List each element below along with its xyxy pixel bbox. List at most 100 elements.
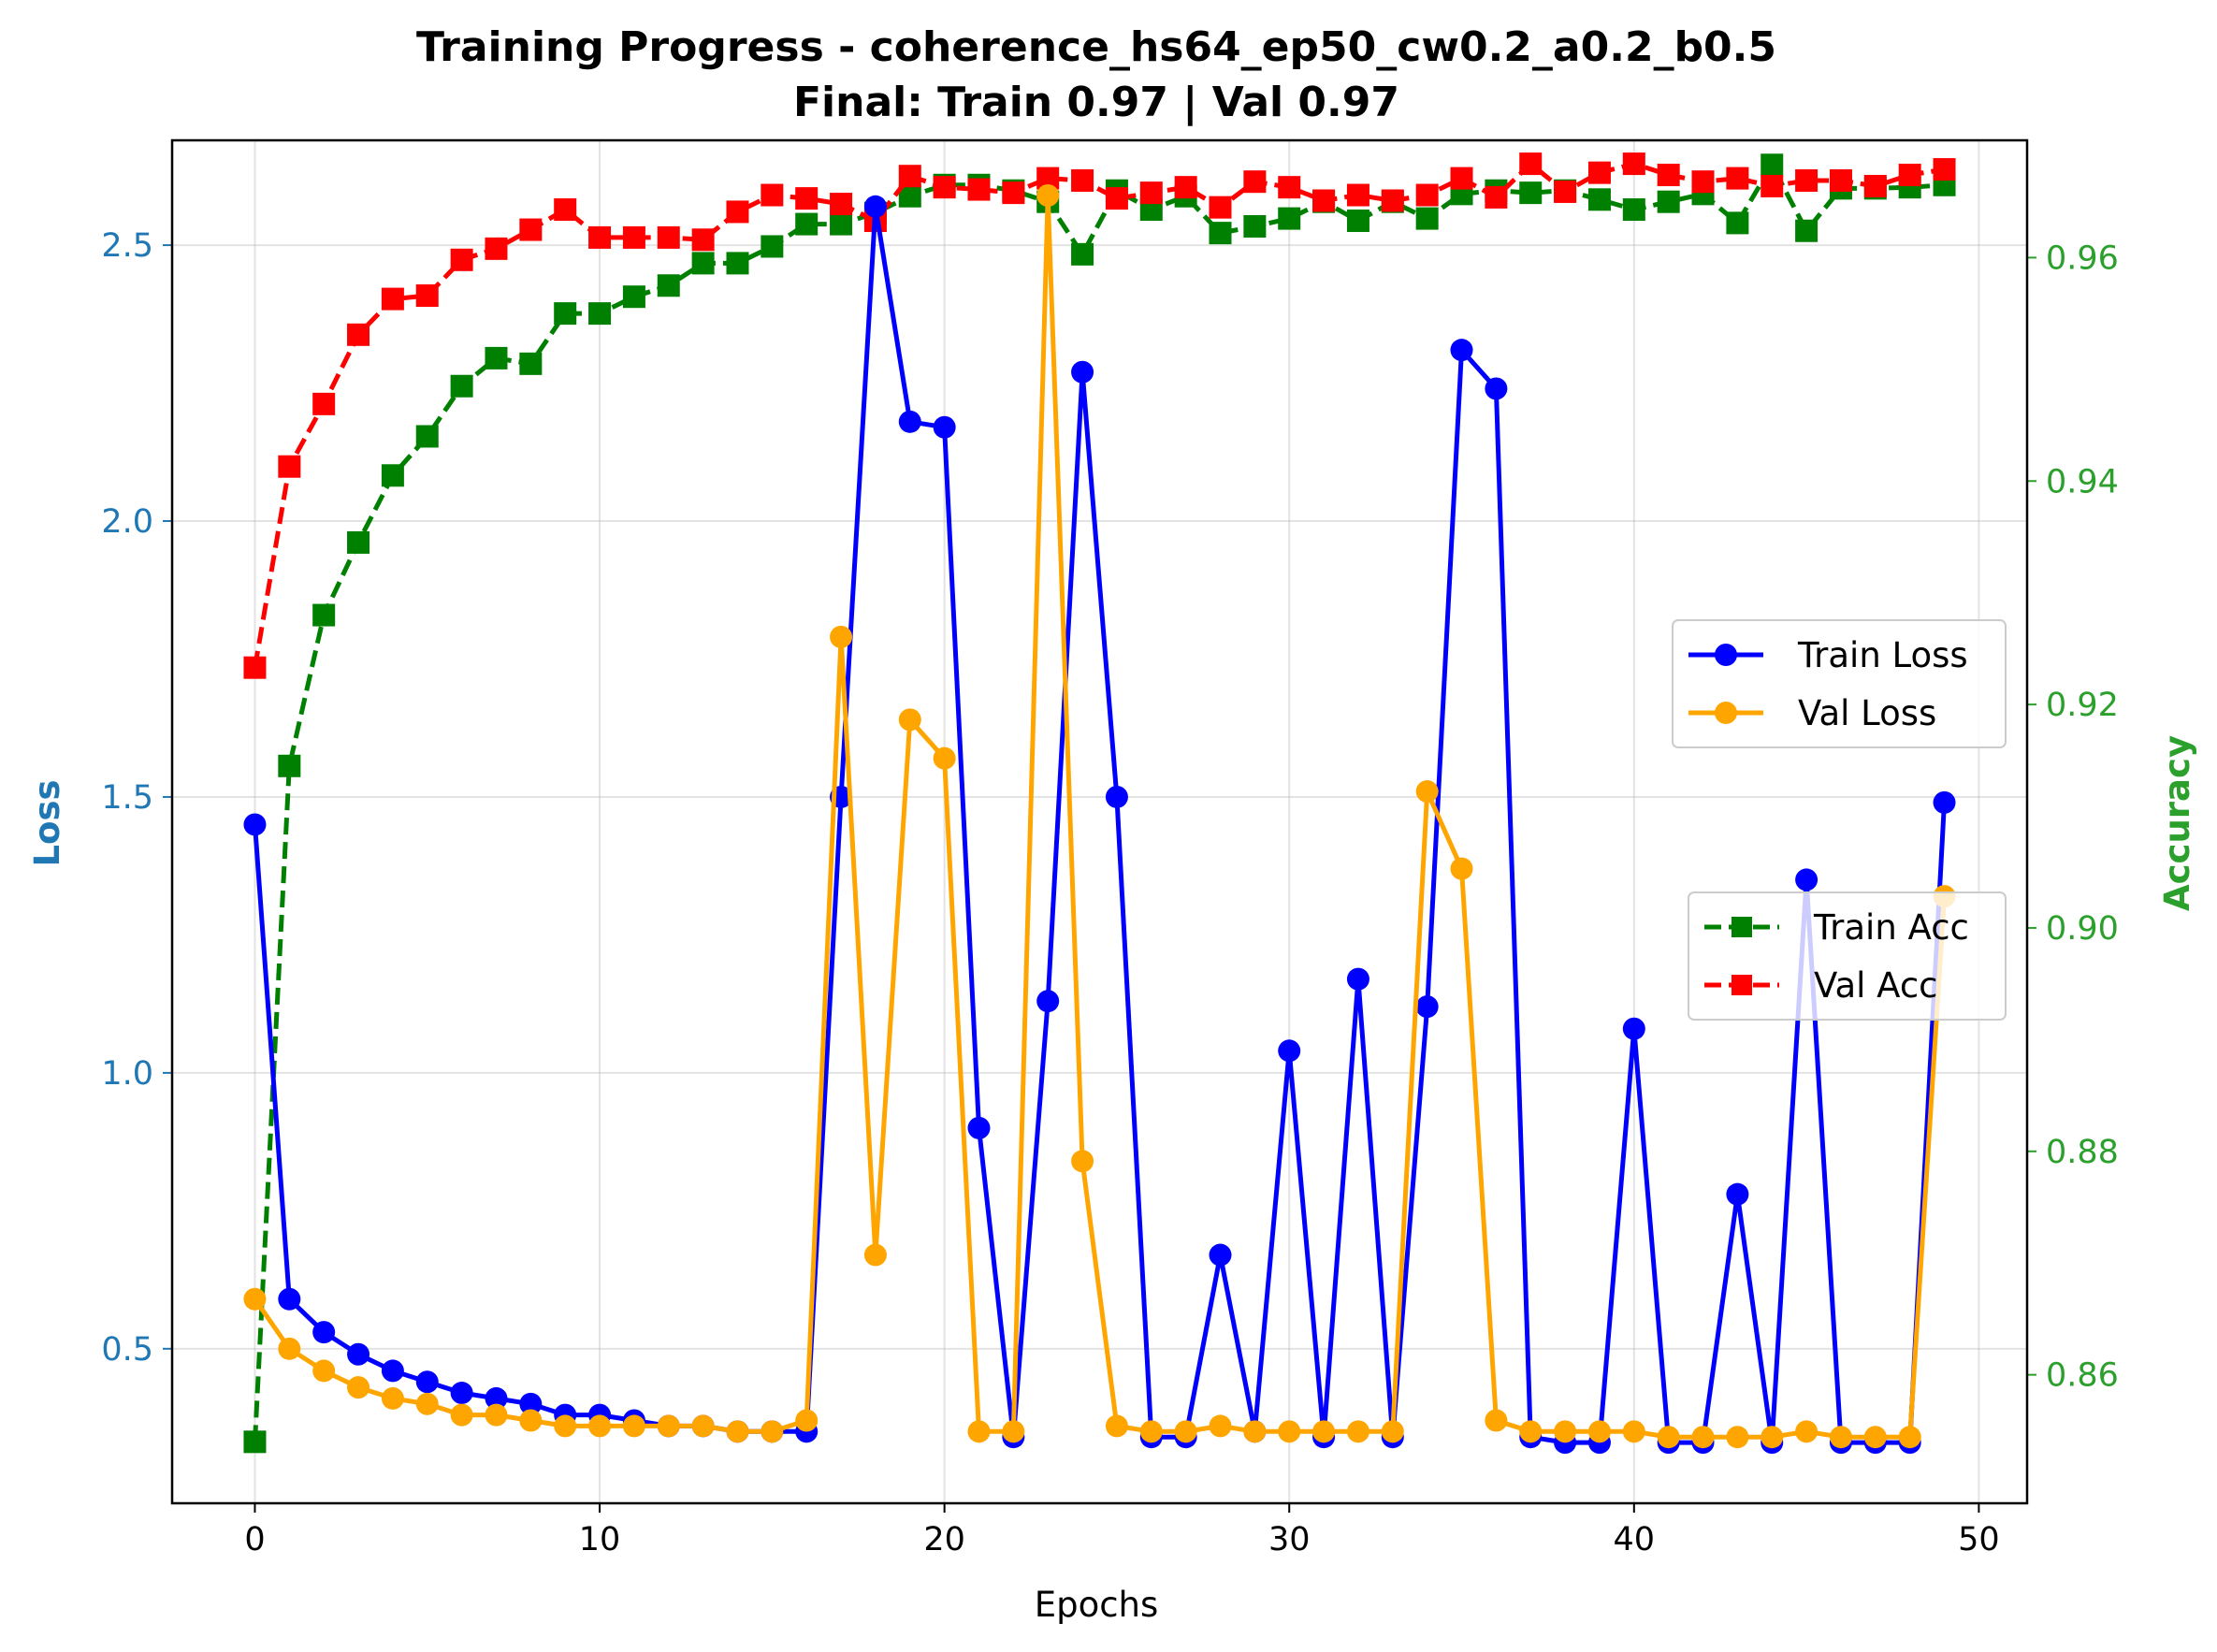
point-train-acc: [450, 374, 473, 398]
point-train-loss: [1622, 1017, 1645, 1040]
point-val-loss: [1691, 1426, 1715, 1449]
point-val-acc: [1726, 167, 1749, 190]
point-val-loss: [1587, 1420, 1611, 1443]
point-train-acc: [1795, 219, 1819, 242]
legend-train-loss-label: Train Loss: [1797, 635, 1968, 675]
y-axis-label-left: Loss: [27, 779, 67, 866]
legend-loss-box: [1672, 619, 2007, 748]
point-val-acc: [381, 287, 404, 311]
legend-val-acc-label: Val Acc: [1814, 965, 1938, 1006]
x-axis-label: Epochs: [1035, 1585, 1159, 1625]
point-train-acc: [347, 530, 370, 554]
point-val-loss: [761, 1420, 784, 1443]
point-val-loss: [1139, 1420, 1163, 1443]
point-train-acc: [243, 1430, 267, 1454]
point-val-loss: [1519, 1420, 1543, 1443]
point-train-loss: [1346, 967, 1369, 991]
axes: 0 10 20 30 40 50 0.5 1.0 1.5 2.0 2.5 0.86 0.88 0.90 0.…: [101, 227, 2119, 1558]
legend-train-acc-label: Train Acc: [1813, 907, 1969, 948]
point-train-acc: [622, 285, 645, 309]
point-val-acc: [415, 284, 439, 308]
point-val-acc: [1139, 181, 1163, 205]
point-train-loss: [1415, 995, 1439, 1019]
point-train-acc: [1278, 207, 1301, 230]
point-val-loss: [415, 1392, 439, 1415]
point-val-acc: [1691, 170, 1715, 194]
chart-subtitle: Final: Train 0.97 | Val 0.97: [793, 79, 1399, 126]
point-val-loss: [1071, 1150, 1094, 1173]
point-train-loss: [519, 1392, 543, 1415]
point-val-acc: [967, 178, 991, 201]
point-val-acc: [1071, 168, 1094, 192]
point-train-acc: [1209, 222, 1232, 245]
point-train-acc: [726, 252, 749, 275]
point-train-acc: [278, 754, 301, 777]
point-train-acc: [795, 212, 819, 236]
y-left-tick-label: 0.5: [101, 1331, 153, 1369]
point-val-loss: [1278, 1420, 1301, 1443]
point-val-acc: [1622, 152, 1645, 176]
point-val-loss: [1036, 183, 1060, 207]
point-val-loss: [1795, 1420, 1819, 1443]
point-val-loss: [1002, 1420, 1025, 1443]
loss-series-group: [243, 183, 1956, 1455]
point-val-acc: [830, 193, 853, 216]
point-train-loss: [1450, 339, 1473, 362]
legend-val-acc-marker: [1732, 975, 1752, 995]
legend-loss: Train Loss Val Loss: [1672, 619, 2007, 748]
point-val-acc: [1312, 189, 1336, 212]
point-val-loss: [1898, 1426, 1921, 1449]
point-val-acc: [485, 237, 508, 260]
legend-val-loss-marker: [1715, 702, 1737, 724]
point-train-loss: [278, 1287, 301, 1311]
point-val-acc: [1761, 174, 1784, 197]
point-val-acc: [1657, 164, 1680, 187]
point-val-loss: [657, 1414, 680, 1438]
point-val-loss: [622, 1414, 645, 1438]
point-train-acc: [588, 302, 612, 326]
point-val-acc: [657, 225, 680, 249]
point-train-loss: [1071, 360, 1094, 384]
point-val-acc: [1485, 185, 1508, 209]
point-val-acc: [761, 183, 784, 207]
point-train-acc: [761, 235, 784, 258]
point-train-acc: [485, 346, 508, 370]
series-line-train-acc: [253, 162, 1945, 1442]
point-val-loss: [795, 1409, 819, 1432]
point-val-loss: [898, 708, 921, 732]
point-val-loss: [1761, 1426, 1784, 1449]
point-val-acc: [933, 176, 956, 199]
point-val-loss: [1381, 1420, 1404, 1443]
point-val-loss: [312, 1359, 336, 1383]
y-right-tick-label: 0.92: [2046, 687, 2119, 724]
point-val-loss: [1415, 780, 1439, 804]
point-val-acc: [1863, 174, 1887, 197]
point-val-loss: [1485, 1409, 1508, 1432]
y-right-tick-label: 0.90: [2046, 910, 2119, 948]
y-left-tick-label: 1.0: [101, 1055, 153, 1093]
legend-val-loss-label: Val Loss: [1798, 693, 1936, 733]
point-train-loss: [1105, 785, 1128, 808]
y-left-tick-label: 2.0: [101, 503, 153, 541]
point-val-loss: [1346, 1420, 1369, 1443]
point-train-acc: [415, 425, 439, 448]
point-val-loss: [1450, 857, 1473, 880]
point-train-loss: [1933, 790, 1956, 814]
point-val-loss: [830, 625, 853, 648]
point-train-loss: [415, 1370, 439, 1394]
y-left-tick-label: 1.5: [101, 779, 153, 817]
point-val-loss: [1554, 1420, 1577, 1443]
series-line-train-loss: [253, 204, 1947, 1445]
point-train-acc: [1726, 211, 1749, 235]
point-val-loss: [1209, 1414, 1232, 1438]
point-train-acc: [657, 274, 680, 297]
point-train-loss: [381, 1359, 404, 1383]
point-train-loss: [485, 1386, 508, 1410]
point-val-loss: [1243, 1420, 1267, 1443]
point-val-loss: [1174, 1420, 1197, 1443]
plot-area-border: [170, 138, 2029, 1505]
point-val-acc: [278, 455, 301, 478]
point-val-loss: [243, 1287, 267, 1311]
point-train-loss: [967, 1116, 991, 1139]
